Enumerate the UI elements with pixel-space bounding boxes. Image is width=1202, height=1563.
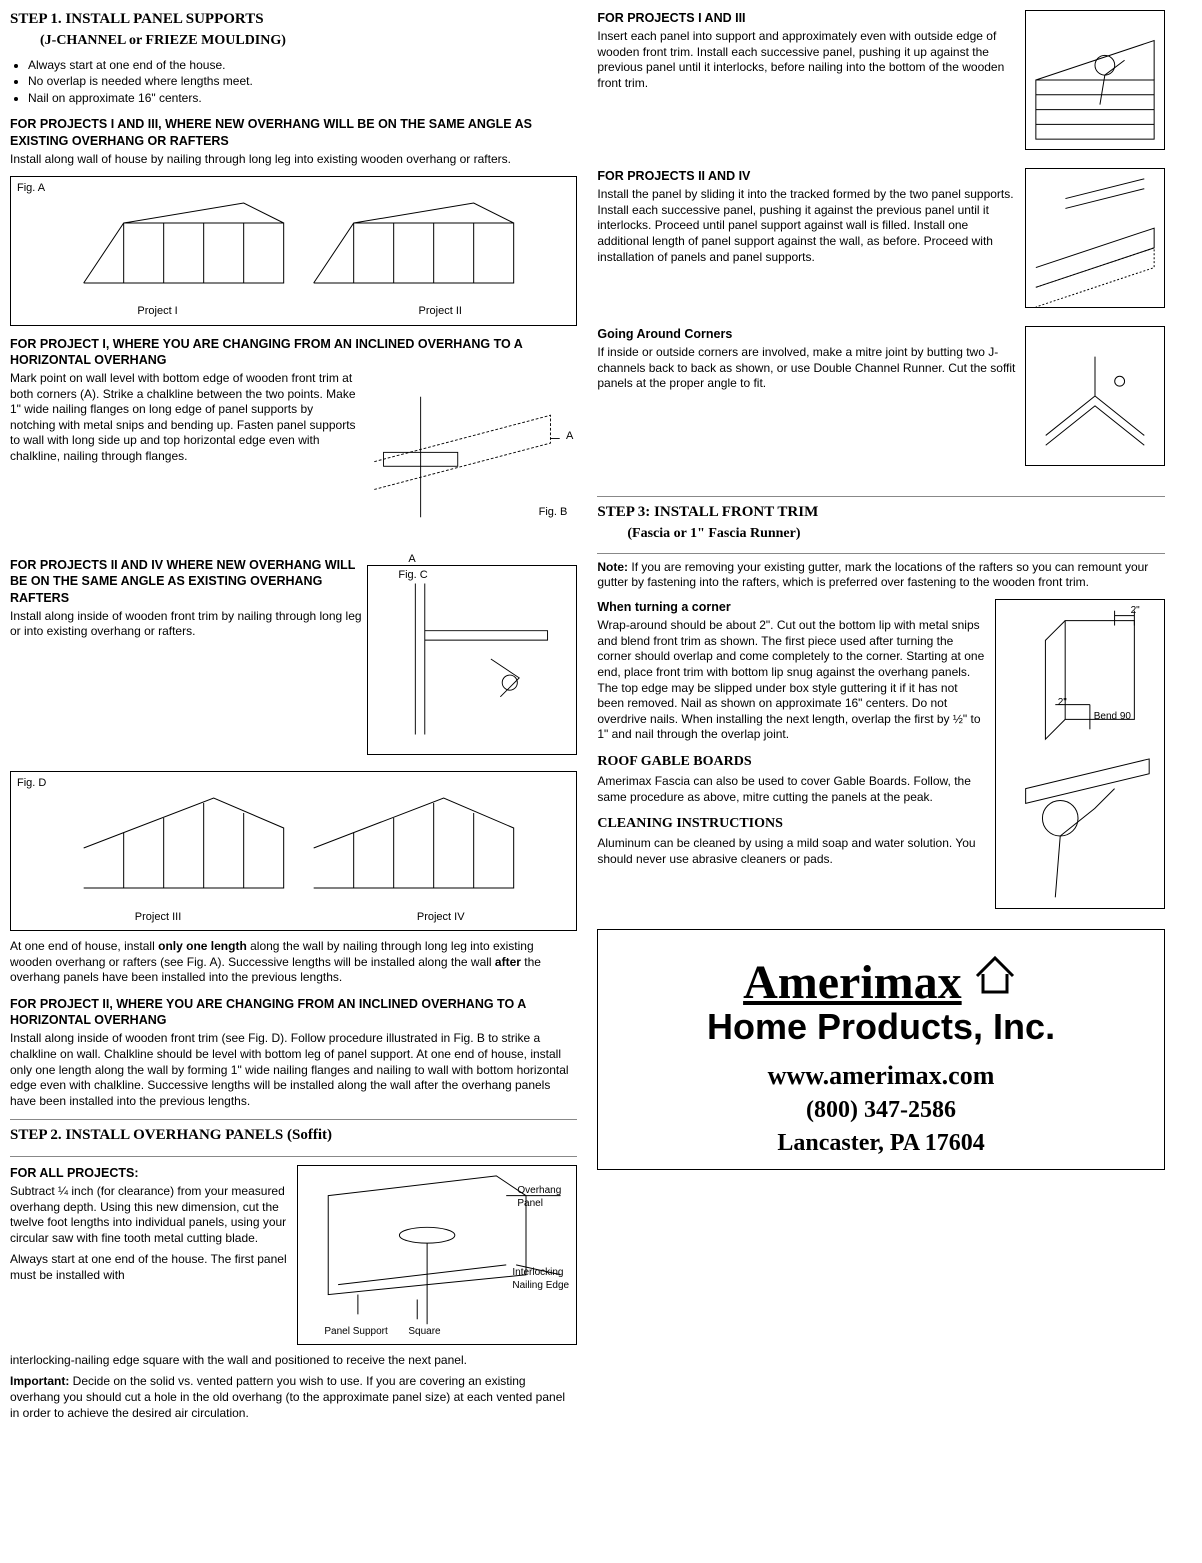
fig-d-after-body: At one end of house, install only one le… (10, 939, 577, 986)
fig-b-label: Fig. B (539, 505, 568, 519)
fig-a-proj1: Project I (137, 304, 177, 318)
figure-corners (1025, 326, 1165, 466)
brand-url: www.amerimax.com (614, 1059, 1147, 1093)
figure-b: A Fig. B (357, 379, 577, 539)
fig-c-a: A (408, 552, 415, 566)
divider (597, 553, 1164, 554)
figure-corner-fascia: 2" 2" Bend 90 (995, 599, 1165, 909)
proj2-incl-heading: FOR PROJECT II, WHERE YOU ARE CHANGING F… (10, 996, 577, 1029)
corners-svg (1026, 327, 1164, 465)
step3-row: When turning a corner Wrap-around should… (597, 599, 1164, 909)
all-proj-heading: FOR ALL PROJECTS: (10, 1165, 287, 1181)
important-body: Decide on the solid vs. vented pattern y… (10, 1374, 565, 1419)
gable-heading: ROOF GABLE BOARDS (597, 753, 984, 771)
figure-d: Fig. D Project III Project IV (10, 771, 577, 931)
proj2-incl-body: Install along inside of wooden front tri… (10, 1031, 577, 1109)
fig-d-label: Fig. D (17, 776, 46, 790)
lbl-square: Square (408, 1325, 440, 1338)
step3-title: STEP 3: INSTALL FRONT TRIM (597, 503, 1164, 523)
all-proj-body1: Subtract ¼ inch (for clearance) from you… (10, 1184, 287, 1246)
fascia-svg (996, 600, 1164, 908)
brand-name: Amerimax (743, 956, 962, 1009)
proj1-incl-heading: FOR PROJECT I, WHERE YOU ARE CHANGING FR… (10, 336, 577, 369)
install-person-svg (1026, 11, 1164, 149)
divider (597, 496, 1164, 497)
fig-d-proj4: Project IV (417, 910, 465, 924)
fig-c-svg (376, 574, 568, 744)
important-note: Important: Decide on the solid vs. vente… (10, 1374, 577, 1421)
note-body: If you are removing your existing gutter… (597, 560, 1148, 590)
lbl-2in-mid: 2" (1058, 696, 1067, 709)
left-column: STEP 1. INSTALL PANEL SUPPORTS (J-CHANNE… (10, 10, 577, 1427)
turning-body: Wrap-around should be about 2". Cut out … (597, 618, 984, 743)
fig-c-label: Fig. C (398, 568, 427, 582)
right-proj-1-3: FOR PROJECTS I AND III Insert each panel… (597, 10, 1164, 156)
lbl-overhang-panel: Overhang Panel (517, 1184, 572, 1210)
brand-phone: (800) 347-2586 (614, 1095, 1147, 1126)
fig-a-label: Fig. A (17, 181, 45, 195)
lbl-panel-support: Panel Support (324, 1325, 387, 1338)
list-item: No overlap is needed where lengths meet. (28, 74, 577, 90)
fig-a-proj2: Project II (419, 304, 462, 318)
slide-panel-svg (1026, 169, 1164, 307)
gable-body: Amerimax Fascia can also be used to cove… (597, 774, 984, 805)
figure-proj-1-3 (1025, 10, 1165, 150)
proj-1-3-body: Install along wall of house by nailing t… (10, 152, 577, 168)
step1-bullets: Always start at one end of the house. No… (28, 58, 577, 107)
step3-note: Note: If you are removing your existing … (597, 560, 1164, 591)
soffit-figure: Overhang Panel Interlocking Nailing Edge… (297, 1165, 577, 1345)
right-proj-2-4: FOR PROJECTS II AND IV Install the panel… (597, 168, 1164, 314)
fig-d-svg (17, 778, 570, 908)
turning-heading: When turning a corner (597, 599, 984, 615)
step2-row: FOR ALL PROJECTS: Subtract ¼ inch (for c… (10, 1165, 577, 1345)
step1-subtitle: (J-CHANNEL or FRIEZE MOULDING) (40, 32, 577, 50)
fig-c-block: A Fig. C FOR PROJECTS II AND IV WHERE NE… (10, 557, 577, 763)
figure-c: A Fig. C (367, 565, 577, 755)
lbl-2in-top: 2" (1131, 604, 1140, 617)
house-icon (971, 950, 1019, 1003)
step2-title: STEP 2. INSTALL OVERHANG PANELS (Soffit) (10, 1126, 577, 1146)
brand-address: Lancaster, PA 17604 (614, 1128, 1147, 1159)
all-proj-body2: Always start at one end of the house. Th… (10, 1252, 287, 1283)
right-corners: Going Around Corners If inside or outsid… (597, 326, 1164, 472)
lbl-bend: Bend 90 (1094, 710, 1134, 723)
step3-subtitle: (Fascia or 1" Fascia Runner) (627, 525, 1164, 543)
right-column: FOR PROJECTS I AND III Insert each panel… (597, 10, 1164, 1427)
figure-a: Fig. A Project I Project II (10, 176, 577, 326)
important-label: Important: (10, 1374, 69, 1388)
all-proj-body3: interlocking-nailing edge square with th… (10, 1353, 577, 1369)
fig-d-proj3: Project III (135, 910, 181, 924)
note-label: Note: (597, 560, 628, 574)
cleaning-heading: CLEANING INSTRUCTIONS (597, 815, 984, 833)
divider (10, 1119, 577, 1120)
fig-a-svg (17, 183, 570, 313)
brand-line2: Home Products, Inc. (614, 1009, 1147, 1045)
proj-1-3-heading: FOR PROJECTS I AND III, WHERE NEW OVERHA… (10, 116, 577, 149)
list-item: Nail on approximate 16" centers. (28, 91, 577, 107)
brand-line1-wrap: Amerimax (614, 950, 1147, 1007)
figure-proj-2-4 (1025, 168, 1165, 308)
list-item: Always start at one end of the house. (28, 58, 577, 74)
fig-b-a: A (566, 429, 573, 443)
brand-box: Amerimax Home Products, Inc. www.amerima… (597, 929, 1164, 1170)
fig-b-block: A Fig. B Mark point on wall level with b… (10, 371, 577, 547)
divider (10, 1156, 577, 1157)
cleaning-body: Aluminum can be cleaned by using a mild … (597, 836, 984, 867)
step1-title: STEP 1. INSTALL PANEL SUPPORTS (10, 10, 577, 30)
lbl-interlocking: Interlocking Nailing Edge (512, 1266, 572, 1292)
